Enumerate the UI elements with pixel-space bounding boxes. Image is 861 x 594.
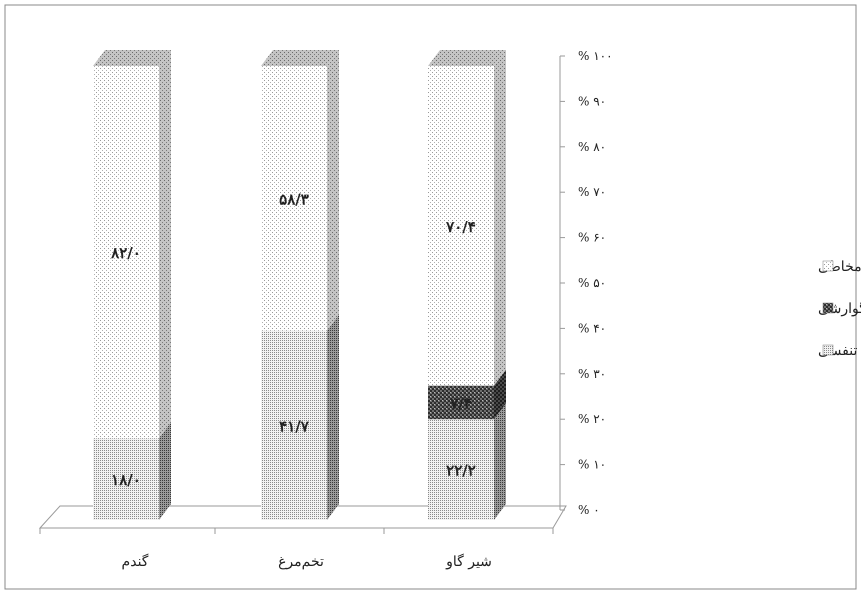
legend-swatch	[822, 344, 834, 356]
category-label: تخم‌مرغ	[278, 554, 324, 570]
data-label: ۷۰/۴	[445, 218, 476, 236]
bar-segment-side	[159, 50, 171, 439]
bar-segment-side	[494, 50, 506, 386]
bar-segment-side	[327, 314, 339, 520]
bar-segment-side	[327, 50, 339, 331]
bar-segment	[428, 385, 494, 420]
y-tick-label: % ۱۰۰	[578, 49, 613, 63]
bar-segment-side	[159, 422, 171, 520]
y-tick-label: % ۹۰	[578, 94, 606, 108]
category-label: گندم	[122, 553, 149, 570]
bar-segment-side	[494, 369, 506, 420]
y-tick-label: % ۳۰	[578, 367, 606, 381]
bar-top-face	[261, 50, 339, 66]
bar-top-face	[428, 50, 506, 66]
bar-segment	[261, 66, 327, 331]
y-tick-label: % ۰	[578, 503, 600, 517]
legend-swatch	[822, 260, 834, 272]
y-tick-label: % ۶۰	[578, 231, 606, 245]
y-tick-label: % ۷۰	[578, 185, 606, 199]
data-label: ۱۸/۰	[111, 471, 141, 489]
category-labels: گندم تخم‌مرغ شیر گاو	[122, 553, 492, 570]
y-tick-label: % ۸۰	[578, 140, 606, 154]
data-label: ۷/۴	[449, 394, 472, 412]
y-axis: % ۰ % ۱۰ % ۲۰ % ۳۰ % ۴۰ % ۵۰ % ۶۰ % ۷۰ % ۸۰ % ۹۰%…	[559, 49, 613, 517]
legend-swatch	[822, 302, 834, 314]
data-label: ۸۲/۰	[110, 244, 141, 262]
y-tick-label: % ۵۰	[578, 276, 606, 290]
data-label: ۵۸/۳	[279, 190, 309, 208]
bar-segment-side	[494, 403, 506, 520]
y-tick-label: % ۴۰	[578, 321, 606, 335]
category-label: شیر گاو	[445, 553, 492, 570]
data-label: ۲۲/۲	[446, 462, 476, 480]
bar-segment	[261, 330, 327, 520]
legend: علائم پوستی-مخاطیعلائم گوارشیعلائم تنفسی	[818, 259, 861, 359]
bars	[93, 50, 506, 520]
y-tick-label: % ۱۰	[578, 458, 606, 472]
data-labels: ۱۸/۰ ۸۲/۰ ۴۱/۷ ۵۸/۳ ۲۲/۲ ۷/۴ ۷۰/۴	[110, 190, 476, 489]
bar-segment	[93, 438, 159, 520]
bar-top-face	[93, 50, 171, 66]
bar-segment	[93, 66, 159, 439]
bar-segment	[428, 66, 494, 386]
data-label: ۴۱/۷	[279, 417, 310, 435]
y-tick-label: % ۲۰	[578, 412, 606, 426]
bar-segment	[428, 419, 494, 520]
